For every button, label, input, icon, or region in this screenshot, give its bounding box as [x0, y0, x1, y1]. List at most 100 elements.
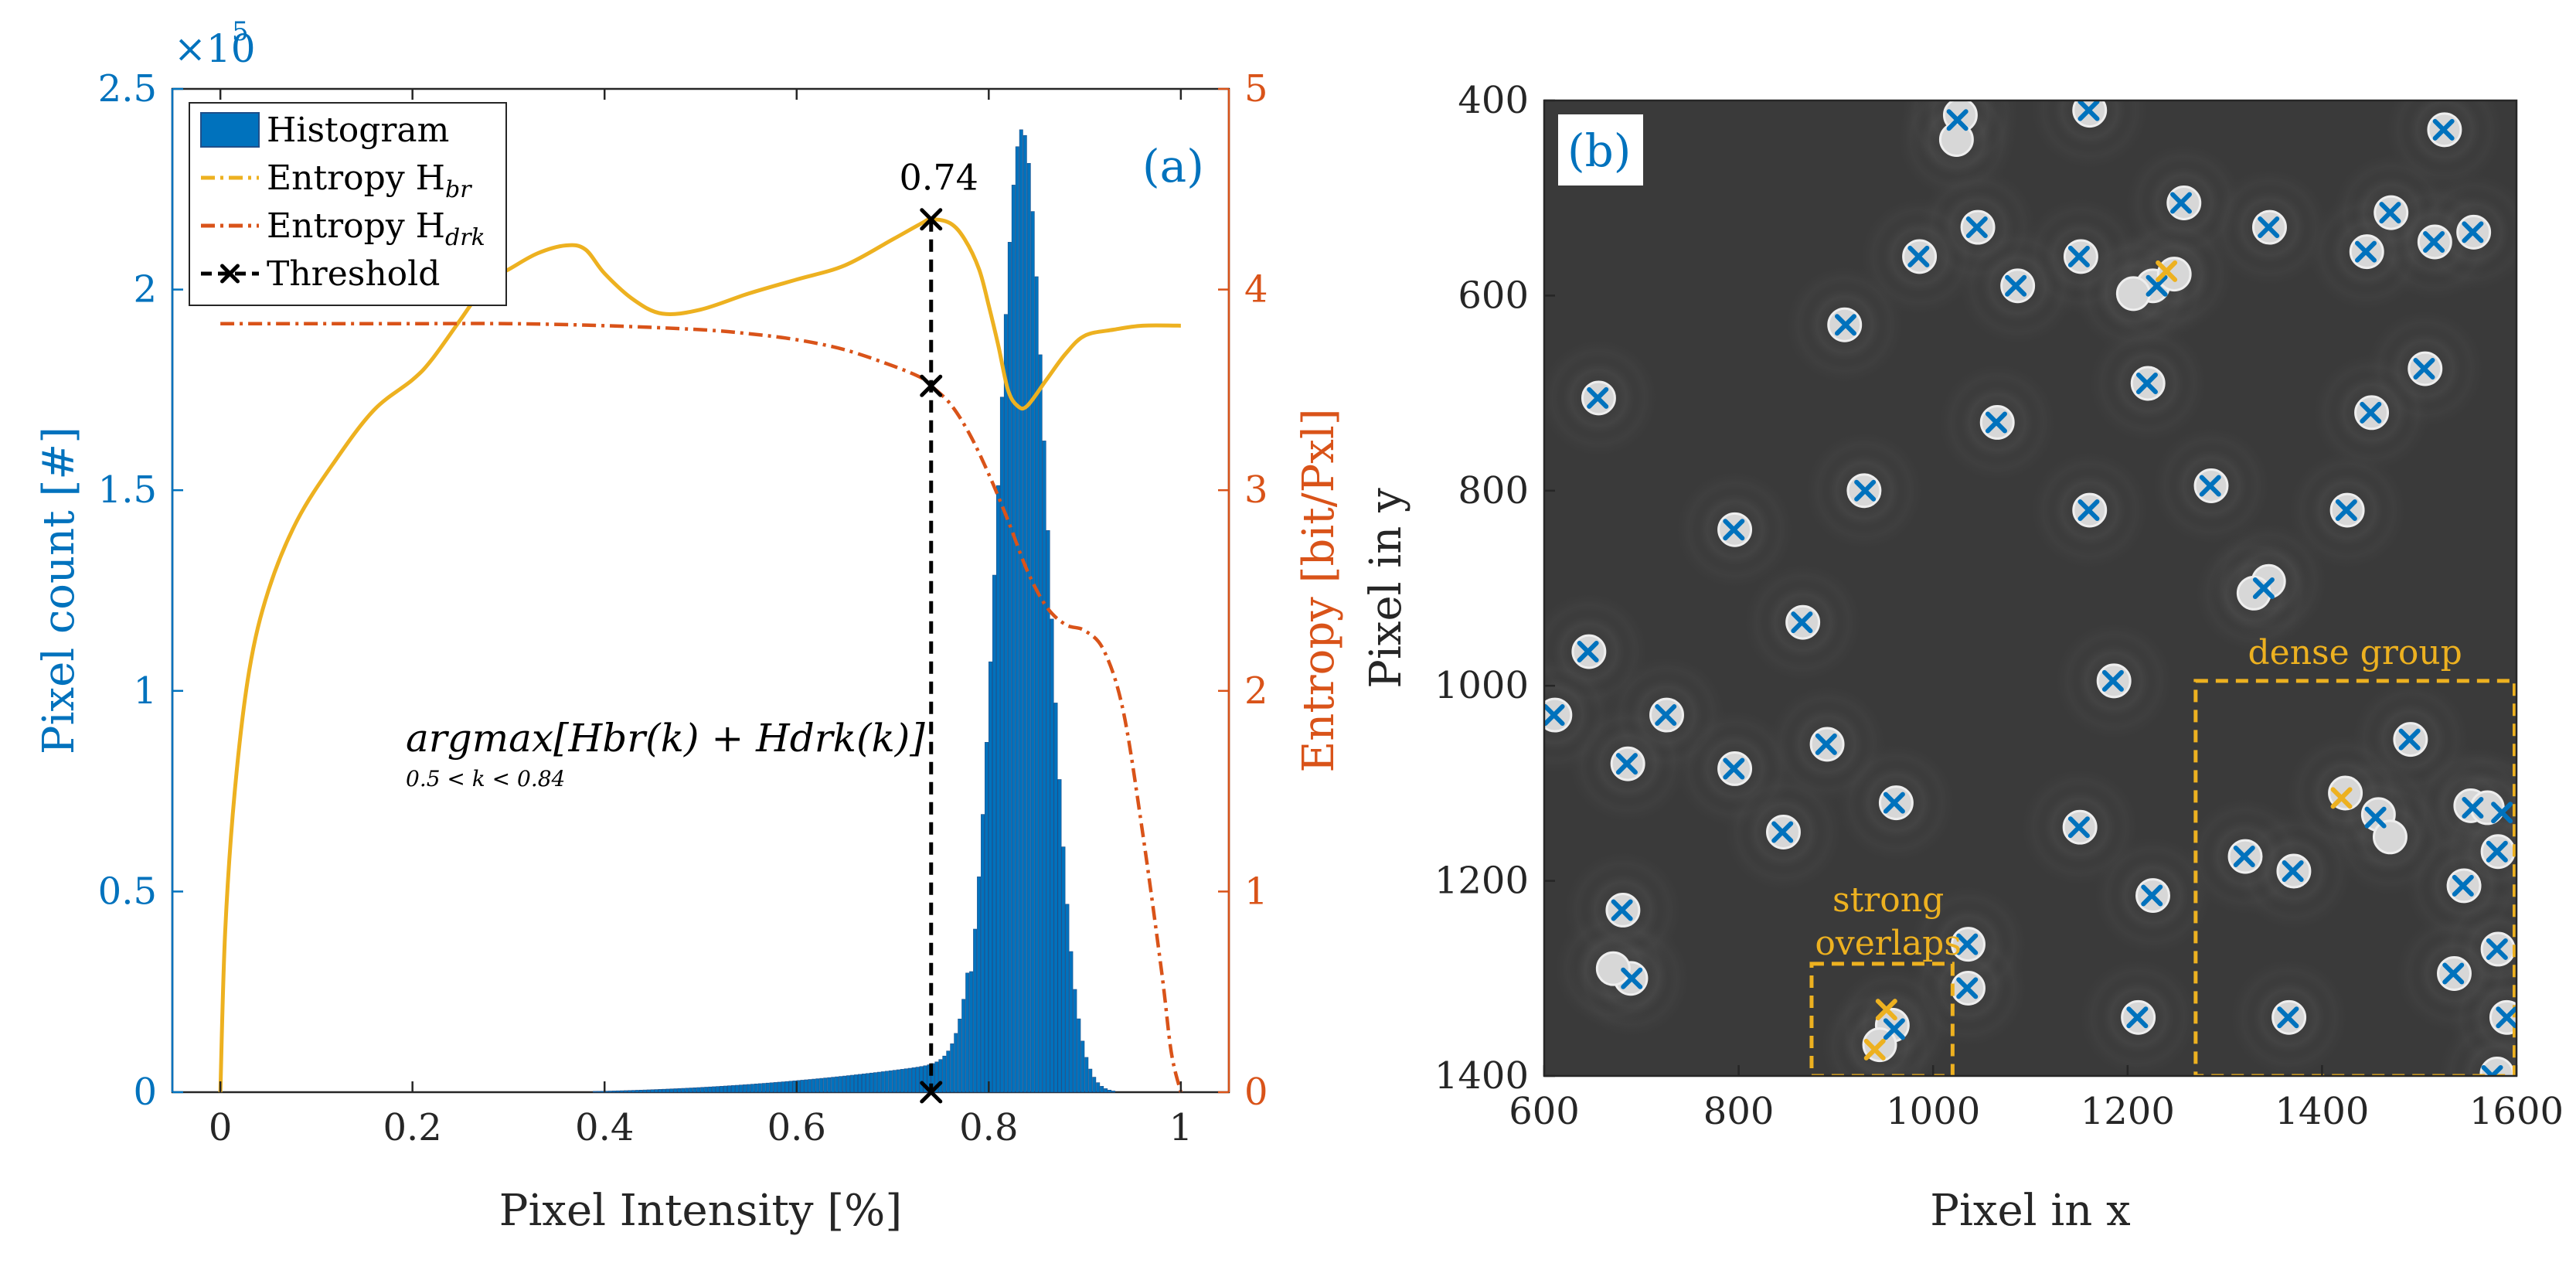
- histogram-bar: [950, 1043, 955, 1093]
- histogram-bar: [1007, 242, 1012, 1093]
- panel-b-axes-box: [1543, 99, 2518, 1077]
- y-tick-label: 0: [133, 1071, 157, 1114]
- legend-label: Histogram: [267, 111, 449, 150]
- panel-b-x-label: Pixel in x: [1930, 1186, 2130, 1236]
- histogram-bar: [738, 1084, 743, 1093]
- x-tick-label: 0.6: [767, 1106, 826, 1149]
- particle-marker: [2282, 860, 2304, 882]
- histogram-bar: [650, 1089, 655, 1093]
- particle-marker: [1587, 386, 1609, 409]
- legend-x-marker: [220, 264, 240, 284]
- particle-marker: [2252, 577, 2275, 599]
- argmax-annotation: argmax[Hbr(k) + Hdrk(k)] 0.5 < k < 0.84: [406, 716, 925, 792]
- y-exponent-base: ×10: [174, 26, 256, 71]
- histogram-bar: [973, 928, 978, 1093]
- x-tick-label: 1600: [2469, 1090, 2564, 1133]
- panel-a-y-ticks: 0 0.5 1 1.5 2 2.5: [98, 67, 183, 1114]
- y-tick-label: 2: [133, 268, 157, 311]
- histogram-bar: [1111, 1091, 1116, 1093]
- histogram-bar: [892, 1070, 897, 1093]
- histogram-bar: [615, 1090, 620, 1093]
- particle-marker: [2486, 840, 2508, 863]
- y-tick-label: 1.5: [98, 468, 157, 512]
- threshold-markers: [920, 208, 943, 1104]
- x-tick-label: 0.4: [575, 1106, 634, 1149]
- histogram-bar: [969, 971, 974, 1093]
- legend-item: Threshold: [201, 254, 440, 294]
- panel-a-y-right-ticks: 0 1 2 3 4 5: [1218, 67, 1268, 1114]
- histogram-bar: [1003, 314, 1008, 1093]
- histogram-bar: [765, 1082, 770, 1093]
- particle-blob: [1595, 951, 1631, 986]
- histogram-bar: [742, 1084, 747, 1093]
- histogram-bar: [784, 1081, 789, 1093]
- histogram-bar: [919, 1066, 924, 1093]
- histogram-bar: [1026, 162, 1031, 1093]
- histogram-bar: [1042, 441, 1046, 1093]
- legend-subscript: br: [445, 176, 472, 203]
- overlap-marker: [1875, 999, 1897, 1021]
- particle-marker: [2491, 802, 2513, 824]
- particle-marker: [2432, 118, 2455, 141]
- histogram-bar: [888, 1070, 893, 1093]
- particle-marker: [2005, 274, 2027, 297]
- particle-marker: [2135, 372, 2158, 394]
- y-right-tick-label: 0: [1244, 1071, 1268, 1114]
- dense-group-box: [2193, 679, 2516, 1076]
- histogram-bar: [1053, 703, 1058, 1093]
- histogram-bar: [723, 1085, 727, 1093]
- particle-marker: [2146, 274, 2168, 297]
- histogram-bar: [858, 1074, 862, 1093]
- particle-marker: [1791, 611, 1813, 634]
- overlap-marker: [2156, 260, 2178, 282]
- histogram-bar: [1084, 1057, 1089, 1093]
- histogram-bar: [600, 1091, 604, 1093]
- histogram-bar: [777, 1081, 781, 1093]
- particle-marker: [2364, 806, 2387, 829]
- histogram-bar: [754, 1084, 758, 1093]
- panel-a-label: (a): [1142, 140, 1204, 192]
- diffraction-ring: [2027, 100, 2152, 172]
- histogram-bar: [1046, 529, 1050, 1093]
- particle-marker: [2258, 216, 2280, 239]
- histogram-bar: [1011, 185, 1016, 1093]
- histogram-bar: [1065, 904, 1070, 1093]
- histogram-bar: [1077, 1018, 1081, 1093]
- histogram-bar: [915, 1067, 920, 1093]
- histogram-bar: [911, 1067, 916, 1093]
- particle-marker: [2067, 245, 2090, 267]
- particle-marker: [2496, 1006, 2516, 1029]
- histogram-bar: [999, 397, 1004, 1093]
- particle-marker: [2126, 1006, 2149, 1029]
- histogram-bar: [638, 1090, 643, 1093]
- particle-marker: [1956, 977, 1979, 999]
- histogram-bar: [1061, 846, 1066, 1093]
- histogram-bar: [896, 1069, 900, 1093]
- histogram-bar: [954, 1033, 958, 1093]
- histogram-bar: [812, 1078, 816, 1093]
- histogram-bar: [623, 1090, 628, 1093]
- particle-marker: [1621, 967, 1643, 989]
- particle-marker: [2398, 728, 2421, 751]
- y-tick-label: 1000: [1434, 664, 1529, 707]
- histogram-bar: [1030, 211, 1035, 1093]
- x-tick-label: 0.2: [383, 1106, 442, 1149]
- particle-marker: [2233, 846, 2255, 868]
- particle-marker: [2379, 202, 2401, 224]
- entropy-hdrk-line: [220, 322, 1183, 1093]
- particle-marker: [2452, 874, 2474, 897]
- x-tick-label: 0: [209, 1106, 233, 1149]
- particle-marker: [2360, 401, 2382, 424]
- particle-marker: [2462, 796, 2484, 819]
- histogram-bar: [985, 742, 989, 1093]
- panel-a-y-label: Pixel count [#]: [34, 427, 84, 754]
- histogram-bar: [938, 1059, 943, 1093]
- histogram-bar: [677, 1088, 682, 1093]
- y-tick-label: 0.5: [98, 870, 157, 913]
- histogram-bar: [1069, 951, 1074, 1093]
- histogram-bar: [720, 1086, 724, 1093]
- histogram-bar: [903, 1068, 908, 1093]
- histogram-bar: [923, 1065, 927, 1093]
- histogram-bar: [854, 1074, 859, 1093]
- y-right-tick-label: 4: [1244, 268, 1268, 311]
